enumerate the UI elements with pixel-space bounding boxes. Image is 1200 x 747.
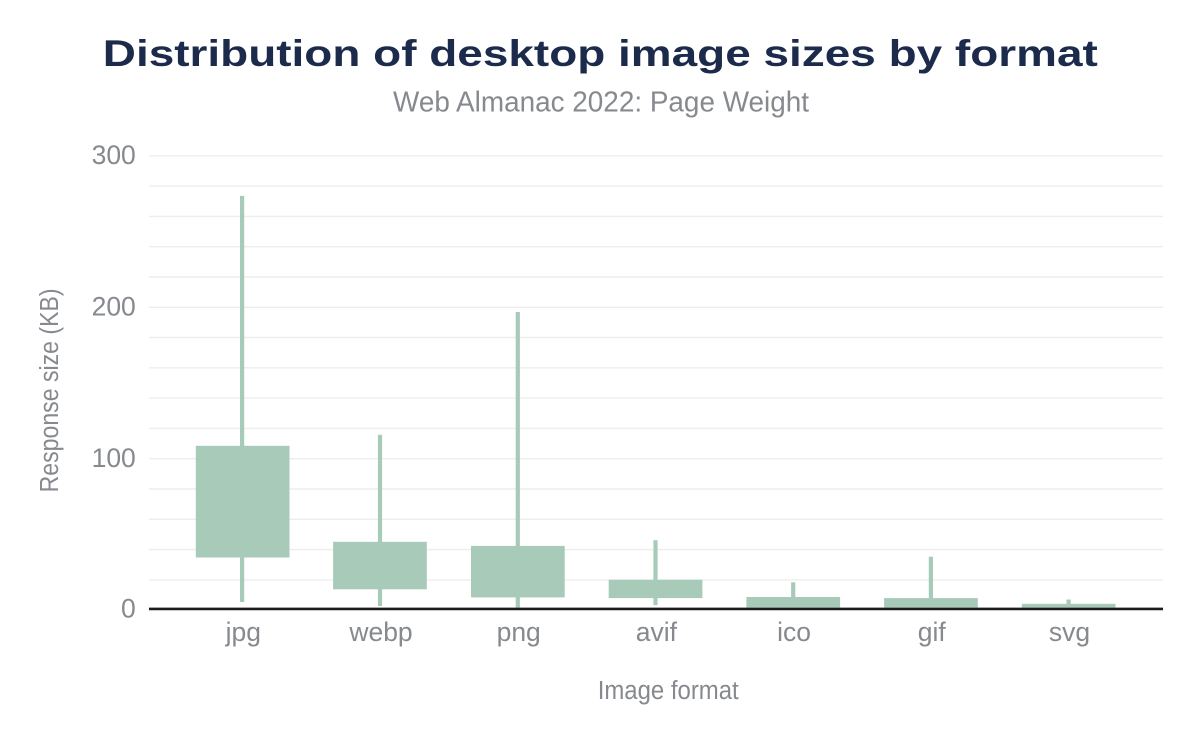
svg-text:jpg: jpg <box>225 617 261 647</box>
svg-text:ico: ico <box>777 617 811 647</box>
svg-text:Web Almanac 2022: Page Weight: Web Almanac 2022: Page Weight <box>393 87 809 119</box>
svg-text:avif: avif <box>636 617 678 647</box>
svg-text:0: 0 <box>121 594 136 624</box>
svg-text:Distribution of desktop image: Distribution of desktop image sizes by f… <box>103 33 1098 74</box>
svg-text:300: 300 <box>92 140 136 170</box>
svg-text:png: png <box>497 617 541 647</box>
svg-text:200: 200 <box>92 291 136 321</box>
svg-text:Response size (KB): Response size (KB) <box>34 288 64 492</box>
svg-text:100: 100 <box>92 443 136 473</box>
svg-text:svg: svg <box>1049 617 1090 647</box>
svg-text:webp: webp <box>348 617 412 647</box>
svg-text:Image format: Image format <box>598 675 740 705</box>
svg-text:gif: gif <box>918 617 947 647</box>
